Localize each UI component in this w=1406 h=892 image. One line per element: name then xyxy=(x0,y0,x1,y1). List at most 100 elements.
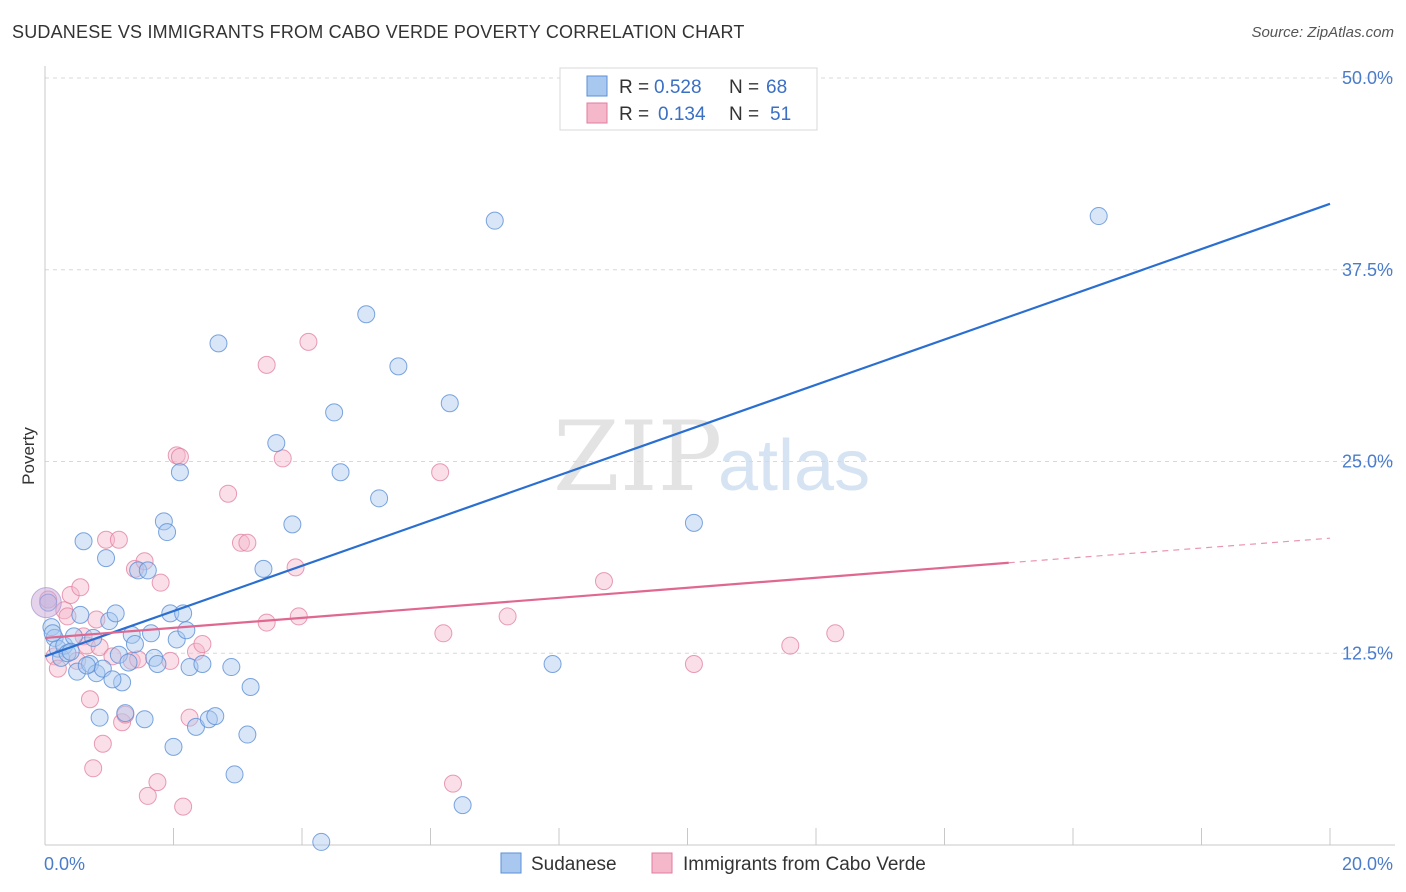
grid-lines xyxy=(45,77,1395,654)
caboverde-point-25 xyxy=(148,773,167,792)
caboverde-point-13 xyxy=(90,638,109,657)
y-tick-label-2: 37.5% xyxy=(1342,260,1393,280)
caboverde-point-10 xyxy=(80,690,99,709)
caboverde-point-37 xyxy=(257,355,276,374)
sudanese-point-60 xyxy=(485,211,504,230)
sudanese-point-19 xyxy=(109,645,128,664)
legend-swatch-caboverde xyxy=(586,102,608,124)
sudanese-point-24 xyxy=(125,635,144,654)
caboverde-point-44 xyxy=(434,624,453,643)
watermark-atlas: atlas xyxy=(718,426,870,506)
caboverde-point-50 xyxy=(826,624,845,643)
y-axis-label: Poverty xyxy=(19,427,38,485)
caboverde-point-35 xyxy=(231,533,250,552)
caboverde-point-5 xyxy=(61,585,80,604)
caboverde-point-21 xyxy=(125,559,144,578)
legend-n-value-2: 51 xyxy=(770,104,791,125)
sudanese-point-13 xyxy=(87,664,106,683)
sudanese-point-28 xyxy=(142,624,161,643)
sudanese-point-56 xyxy=(370,489,389,508)
sudanese-point-47 xyxy=(238,725,257,744)
series-caboverde-points xyxy=(39,332,845,816)
caboverde-trend-line xyxy=(44,561,1009,640)
caboverde-point-24 xyxy=(138,786,157,805)
caboverde-point-49 xyxy=(781,636,800,655)
sudanese-point-20 xyxy=(113,673,132,692)
sudanese-point-16 xyxy=(97,549,116,568)
caboverde-point-48 xyxy=(684,654,703,673)
trend-lines xyxy=(44,202,1331,658)
legend-r-label-1: R = xyxy=(619,77,649,98)
sudanese-point-27 xyxy=(138,561,157,580)
bottom-legend-label-sudanese: Sudanese xyxy=(531,854,617,875)
sudanese-point-36 xyxy=(170,463,189,482)
y-tick-label-0: 12.5% xyxy=(1342,643,1393,663)
sudanese-point-22 xyxy=(119,653,138,672)
caboverde-point-47 xyxy=(594,572,613,591)
watermark: ZIP atlas xyxy=(553,401,870,513)
x-axis-ticks xyxy=(44,828,1331,845)
sudanese-point-10 xyxy=(74,532,93,551)
sudanese-point-44 xyxy=(209,334,228,353)
caboverde-point-17 xyxy=(109,530,128,549)
legend-n-label-2: N = xyxy=(729,104,759,125)
caboverde-point-7 xyxy=(71,578,90,597)
caboverde-point-43 xyxy=(431,463,450,482)
sudanese-point-55 xyxy=(357,305,376,324)
legend-r-value-1: 0.528 xyxy=(654,77,702,98)
sudanese-point-21 xyxy=(116,704,135,723)
chart-title: SUDANESE VS IMMIGRANTS FROM CABO VERDE P… xyxy=(12,22,745,42)
x-tick-label-1: 20.0% xyxy=(1342,854,1393,874)
caboverde-point-11 xyxy=(84,759,103,778)
x-tick-label-0: 0.0% xyxy=(44,854,85,874)
caboverde-point-16 xyxy=(103,647,122,666)
x-axis-tick-labels: 0.0% 20.0% xyxy=(44,854,1393,874)
y-tick-label-1: 25.0% xyxy=(1342,452,1393,472)
axes xyxy=(44,66,1395,846)
bottom-legend-swatch-caboverde xyxy=(651,852,673,874)
y-axis-tick-labels: 12.5% 25.0% 37.5% 50.0% xyxy=(1342,68,1393,663)
caboverde-point-34 xyxy=(219,484,238,503)
sudanese-point-17 xyxy=(100,612,119,631)
sudanese-point-43 xyxy=(206,707,225,726)
sudanese-point-14 xyxy=(90,708,109,727)
sudanese-point-48 xyxy=(241,677,260,696)
caboverde-point-31 xyxy=(180,708,199,727)
series-sudanese-points xyxy=(30,207,1108,851)
caboverde-point-41 xyxy=(289,607,308,626)
caboverde-point-33 xyxy=(193,635,212,654)
source-label: Source: ZipAtlas.com xyxy=(1251,24,1394,41)
sudanese-point-35 xyxy=(167,630,186,649)
sudanese-point-59 xyxy=(453,796,472,815)
caboverde-point-45 xyxy=(443,774,462,793)
sudanese-point-45 xyxy=(222,658,241,677)
sudanese-point-62 xyxy=(684,513,703,532)
caboverde-point-30 xyxy=(174,797,193,816)
caboverde-point-14 xyxy=(93,734,112,753)
sudanese-point-66 xyxy=(77,656,96,675)
caboverde-point-2 xyxy=(48,659,67,678)
sudanese-point-51 xyxy=(283,515,302,534)
sudanese-point-31 xyxy=(154,512,173,531)
caboverde-point-42 xyxy=(299,332,318,351)
sudanese-point-41 xyxy=(193,654,212,673)
sudanese-point-33 xyxy=(161,604,180,623)
sudanese-point-53 xyxy=(325,403,344,422)
caboverde-point-22 xyxy=(129,650,148,669)
caboverde-trend-extension xyxy=(1008,537,1331,564)
caboverde-point-4 xyxy=(58,607,77,626)
sudanese-point-26 xyxy=(135,710,154,729)
sudanese-point-18 xyxy=(106,604,125,623)
legend-r-value-2: 0.134 xyxy=(658,104,706,125)
legend-n-label-1: N = xyxy=(729,77,759,98)
y-tick-label-3: 50.0% xyxy=(1342,68,1393,88)
combined-point-large xyxy=(30,587,62,619)
sudanese-point-63 xyxy=(1089,207,1108,226)
bottom-legend: Sudanese Immigrants from Cabo Verde xyxy=(500,852,926,875)
sudanese-point-30 xyxy=(148,654,167,673)
watermark-zip: ZIP xyxy=(553,401,722,513)
bottom-legend-swatch-sudanese xyxy=(500,852,522,874)
sudanese-point-50 xyxy=(267,434,286,453)
caboverde-point-15 xyxy=(97,530,116,549)
